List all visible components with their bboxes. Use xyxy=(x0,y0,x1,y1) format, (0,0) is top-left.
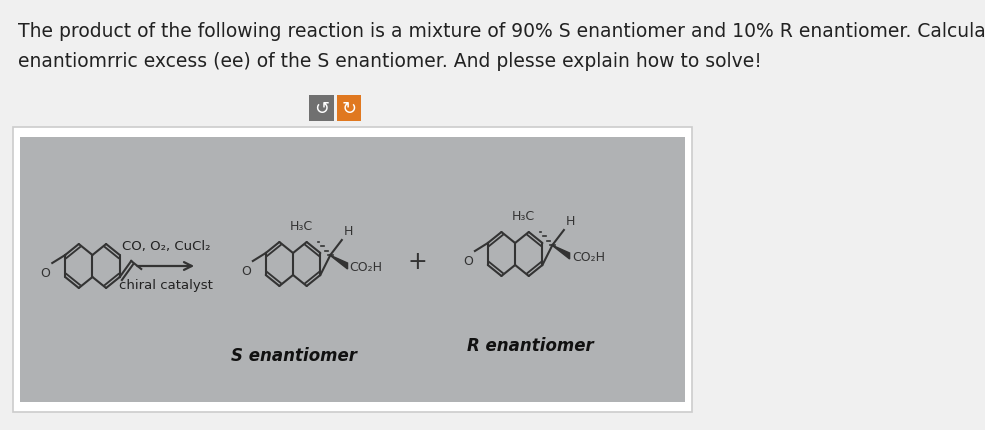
Bar xyxy=(337,96,361,122)
Text: S enantiomer: S enantiomer xyxy=(230,346,357,364)
Polygon shape xyxy=(330,255,348,269)
Text: H₃C: H₃C xyxy=(290,219,313,233)
Text: CO₂H: CO₂H xyxy=(571,251,605,264)
Text: CO₂H: CO₂H xyxy=(350,261,383,274)
Text: The product of the following reaction is a mixture of 90% S enantiomer and 10% R: The product of the following reaction is… xyxy=(18,22,985,41)
Text: ↻: ↻ xyxy=(342,100,357,118)
Text: ↺: ↺ xyxy=(314,100,329,118)
Text: chiral catalyst: chiral catalyst xyxy=(119,278,213,291)
Text: H: H xyxy=(565,215,574,227)
Text: H₃C: H₃C xyxy=(512,209,535,222)
Text: O: O xyxy=(40,266,50,280)
Text: H: H xyxy=(343,224,353,237)
Polygon shape xyxy=(552,246,569,259)
Text: O: O xyxy=(240,264,251,277)
Bar xyxy=(13,128,692,412)
Text: enantiomrric excess (ee) of the S enantiomer. And plesse explain how to solve!: enantiomrric excess (ee) of the S enanti… xyxy=(18,52,761,71)
Text: CO, O₂, CuCl₂: CO, O₂, CuCl₂ xyxy=(121,240,210,252)
Bar xyxy=(309,96,334,122)
Bar xyxy=(20,138,685,402)
Text: +: + xyxy=(407,249,427,273)
Text: O: O xyxy=(463,255,473,267)
Text: R enantiomer: R enantiomer xyxy=(467,336,594,354)
